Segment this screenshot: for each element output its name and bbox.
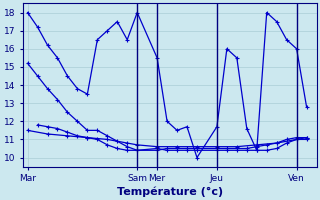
X-axis label: Température (°c): Température (°c) [116, 186, 223, 197]
